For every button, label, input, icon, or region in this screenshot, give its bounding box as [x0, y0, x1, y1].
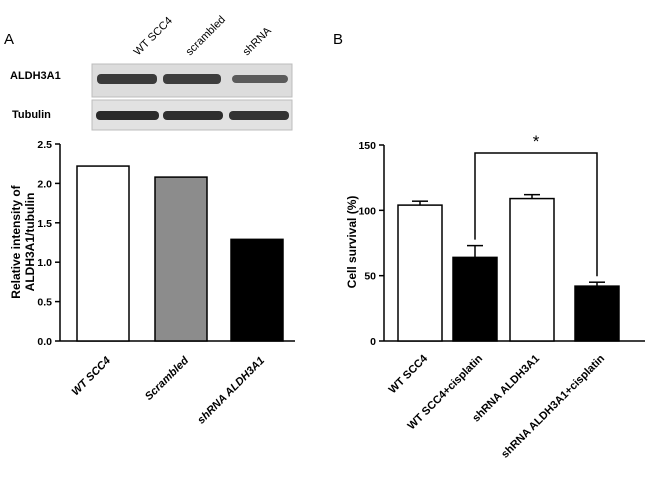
significance-star: *	[533, 132, 540, 151]
x-tick-label: WT SCC4	[70, 355, 113, 398]
x-tick-label: Scrambled	[143, 354, 191, 402]
blot-lane-label: scrambled	[184, 14, 228, 58]
blot-band	[232, 75, 288, 83]
blot-image-tubulin	[91, 99, 293, 131]
x-tick-label: WT SCC4	[387, 352, 431, 396]
y-axis-label-line: ALDH3A1/tubulin	[23, 193, 37, 292]
bar	[230, 238, 284, 342]
blot-band	[229, 111, 289, 120]
x-tick-label: shRNA ALDH3A1+cisplatin	[499, 352, 607, 460]
y-tick-label: 1.5	[37, 218, 52, 230]
bar	[509, 197, 555, 342]
significance-bracket	[474, 152, 598, 277]
y-axis-label: Relative intensity ofALDH3A1/tubulin	[9, 184, 37, 298]
y-tick-label: 0.0	[37, 336, 52, 348]
y-tick-label: 0	[370, 336, 376, 348]
y-tick-label: 0.5	[37, 297, 52, 309]
bar	[574, 285, 620, 342]
bar	[76, 165, 130, 342]
y-axis-label-line: Relative intensity of	[9, 184, 23, 298]
y-tick-label: 100	[358, 205, 376, 217]
chart-relative-intensity: 0.0 0.5 1.0 1.5 2.0 2.5 WT SCC4 Scrambled shRNA …	[9, 139, 295, 427]
blot-band	[96, 111, 159, 120]
bar	[154, 176, 208, 342]
y-tick-label: 2.5	[37, 139, 52, 151]
blot-lane-label: WT SCC4	[132, 15, 175, 58]
bar	[452, 256, 498, 342]
y-tick-label: 2.0	[37, 178, 52, 190]
blot-band	[97, 74, 157, 84]
blot-band	[163, 74, 221, 84]
y-tick-label: 150	[358, 140, 376, 152]
y-tick-label: 50	[364, 271, 376, 283]
blot-lane-label: shRNA	[241, 25, 275, 59]
x-tick-label: shRNA ALDH3A1	[195, 355, 267, 427]
blot-image-aldh3a1	[91, 63, 293, 98]
blot-row-label-aldh3a1: ALDH3A1	[10, 70, 61, 82]
panel-label-a: A	[4, 31, 14, 48]
blot-row-label-tubulin: Tubulin	[12, 109, 51, 121]
bar	[397, 204, 443, 342]
blot-band	[163, 111, 223, 120]
panel-label-b: B	[333, 31, 343, 48]
y-axis-label: Cell survival (%)	[345, 196, 359, 289]
blot-lane-labels: WT SCC4 scrambled shRNA	[132, 14, 275, 58]
y-tick-label: 1.0	[37, 257, 52, 269]
